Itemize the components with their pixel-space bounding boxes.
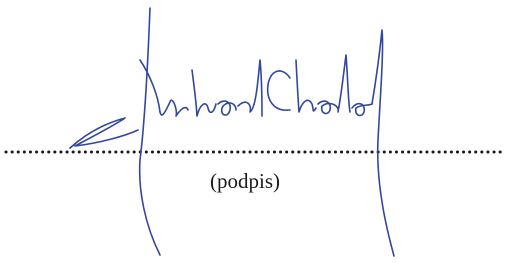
caption: (podpis)	[210, 169, 280, 193]
handwritten-signature	[70, 8, 394, 256]
signature-block: (podpis)	[0, 0, 507, 263]
